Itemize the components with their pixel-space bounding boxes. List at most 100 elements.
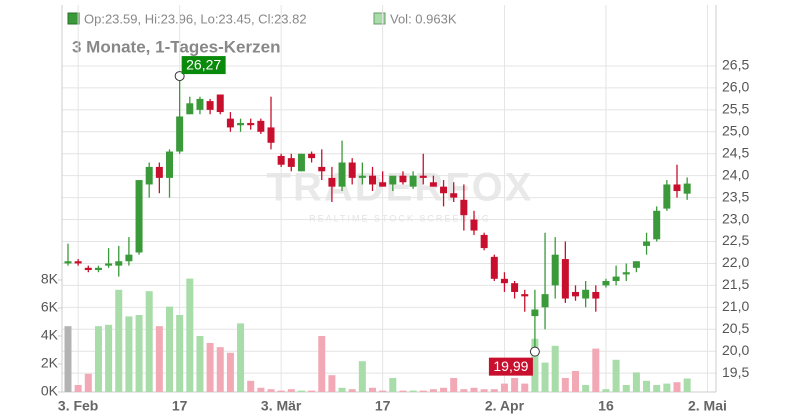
candle-body <box>551 254 559 286</box>
y-tick-label: 25,5 <box>722 101 749 117</box>
candle-body <box>226 118 234 128</box>
candle-body <box>338 162 346 187</box>
candle-body <box>74 261 82 264</box>
extreme-label: 26,27 <box>186 56 221 72</box>
volume-bar <box>480 389 488 392</box>
candle-body <box>643 241 651 246</box>
x-tick-label: 16 <box>598 398 614 414</box>
volume-bar <box>683 378 691 392</box>
candle-body <box>358 175 366 178</box>
candle-body <box>582 289 590 299</box>
candle-body <box>196 98 204 110</box>
candle-body <box>602 280 610 286</box>
volume-bar <box>521 383 529 392</box>
candle-body <box>105 263 113 266</box>
candle-body <box>308 153 316 159</box>
candle-body <box>653 210 661 240</box>
candle-body <box>399 175 407 183</box>
candle-body <box>561 259 569 299</box>
candle-body <box>64 261 72 264</box>
y-tick-label: 26,0 <box>722 79 749 95</box>
volume-bar <box>297 390 305 392</box>
legend-swatch <box>373 12 386 25</box>
candle-body <box>470 219 478 231</box>
candle-body <box>460 199 468 216</box>
volume-bar <box>500 383 508 392</box>
y-tick-label: 20,0 <box>722 342 749 358</box>
legend-swatch <box>67 12 80 25</box>
y-tick-label: 26,5 <box>722 57 749 73</box>
volume-bar <box>409 390 417 392</box>
candle-body <box>572 291 579 297</box>
candle-body <box>419 175 427 178</box>
candle-body <box>237 123 245 126</box>
volume-bar <box>308 390 316 392</box>
volume-bar <box>348 389 356 392</box>
candle-body <box>622 272 630 275</box>
volume-bar <box>166 306 173 392</box>
volume-bar <box>379 390 387 392</box>
volume-bar <box>145 291 153 392</box>
volume-bar <box>155 326 163 392</box>
y2-tick-label: 8K <box>41 271 59 287</box>
y-tick-label: 24,0 <box>722 166 749 182</box>
volume-bar <box>135 314 143 392</box>
candle-body <box>612 276 620 281</box>
candle-body <box>521 294 529 297</box>
candle-body <box>490 256 498 279</box>
extreme-label-box <box>488 357 533 376</box>
volume-bar <box>531 338 539 392</box>
volume-bar <box>186 278 194 392</box>
candle-body <box>94 267 102 271</box>
y-tick-label: 19,5 <box>722 364 749 380</box>
candle-body <box>348 162 356 178</box>
y-tick-label: 21,0 <box>722 298 749 314</box>
candle-body <box>216 94 224 113</box>
volume-bar <box>369 387 376 392</box>
y-tick-label: 23,0 <box>722 210 749 226</box>
candle-body <box>663 184 671 209</box>
candle-body <box>166 151 173 178</box>
volume-bar <box>64 326 72 392</box>
candle-body <box>267 127 275 143</box>
candle-body <box>186 103 194 115</box>
extreme-label: 19,99 <box>493 358 528 374</box>
volume-bar <box>602 389 610 392</box>
y-tick-label: 23,5 <box>722 188 749 204</box>
candle-body <box>429 182 437 187</box>
volume-bar <box>470 387 478 392</box>
y2-tick-label: 0K <box>41 383 59 399</box>
y2-tick-label: 4K <box>41 327 59 343</box>
volume-bar <box>267 389 275 392</box>
volume-bar <box>399 390 407 392</box>
candle-body <box>115 261 123 266</box>
y-tick-label: 22,5 <box>722 232 749 248</box>
volume-bar <box>551 345 559 392</box>
volume-bar <box>511 377 519 392</box>
candle-body <box>369 175 376 185</box>
volume-bar <box>663 383 671 392</box>
volume-bar <box>226 352 234 392</box>
x-tick-label: 2. Apr <box>485 398 525 414</box>
volume-bar <box>115 289 123 392</box>
watermark-sub: REALTIME STOCK SCREENING <box>309 213 491 223</box>
watermark: TRADERFOX <box>267 166 534 210</box>
volume-bar <box>572 370 579 392</box>
volume-bar <box>216 347 224 392</box>
volume-bar <box>176 314 184 392</box>
volume-bar <box>338 387 346 392</box>
volume-bar <box>125 316 133 392</box>
subtitle: 3 Monate, 1-Tages-Kerzen <box>72 37 280 56</box>
candle-body <box>531 309 539 317</box>
volume-bar <box>460 389 468 392</box>
y2-tick-label: 6K <box>41 299 59 315</box>
candle-body <box>257 120 265 132</box>
candle-body <box>450 193 458 198</box>
y2-tick-label: 2K <box>41 355 59 371</box>
candle-body <box>145 166 153 185</box>
volume-bar <box>612 359 620 392</box>
candle-body <box>206 101 214 110</box>
volume-bar <box>440 387 448 392</box>
y-tick-label: 25,0 <box>722 123 749 139</box>
